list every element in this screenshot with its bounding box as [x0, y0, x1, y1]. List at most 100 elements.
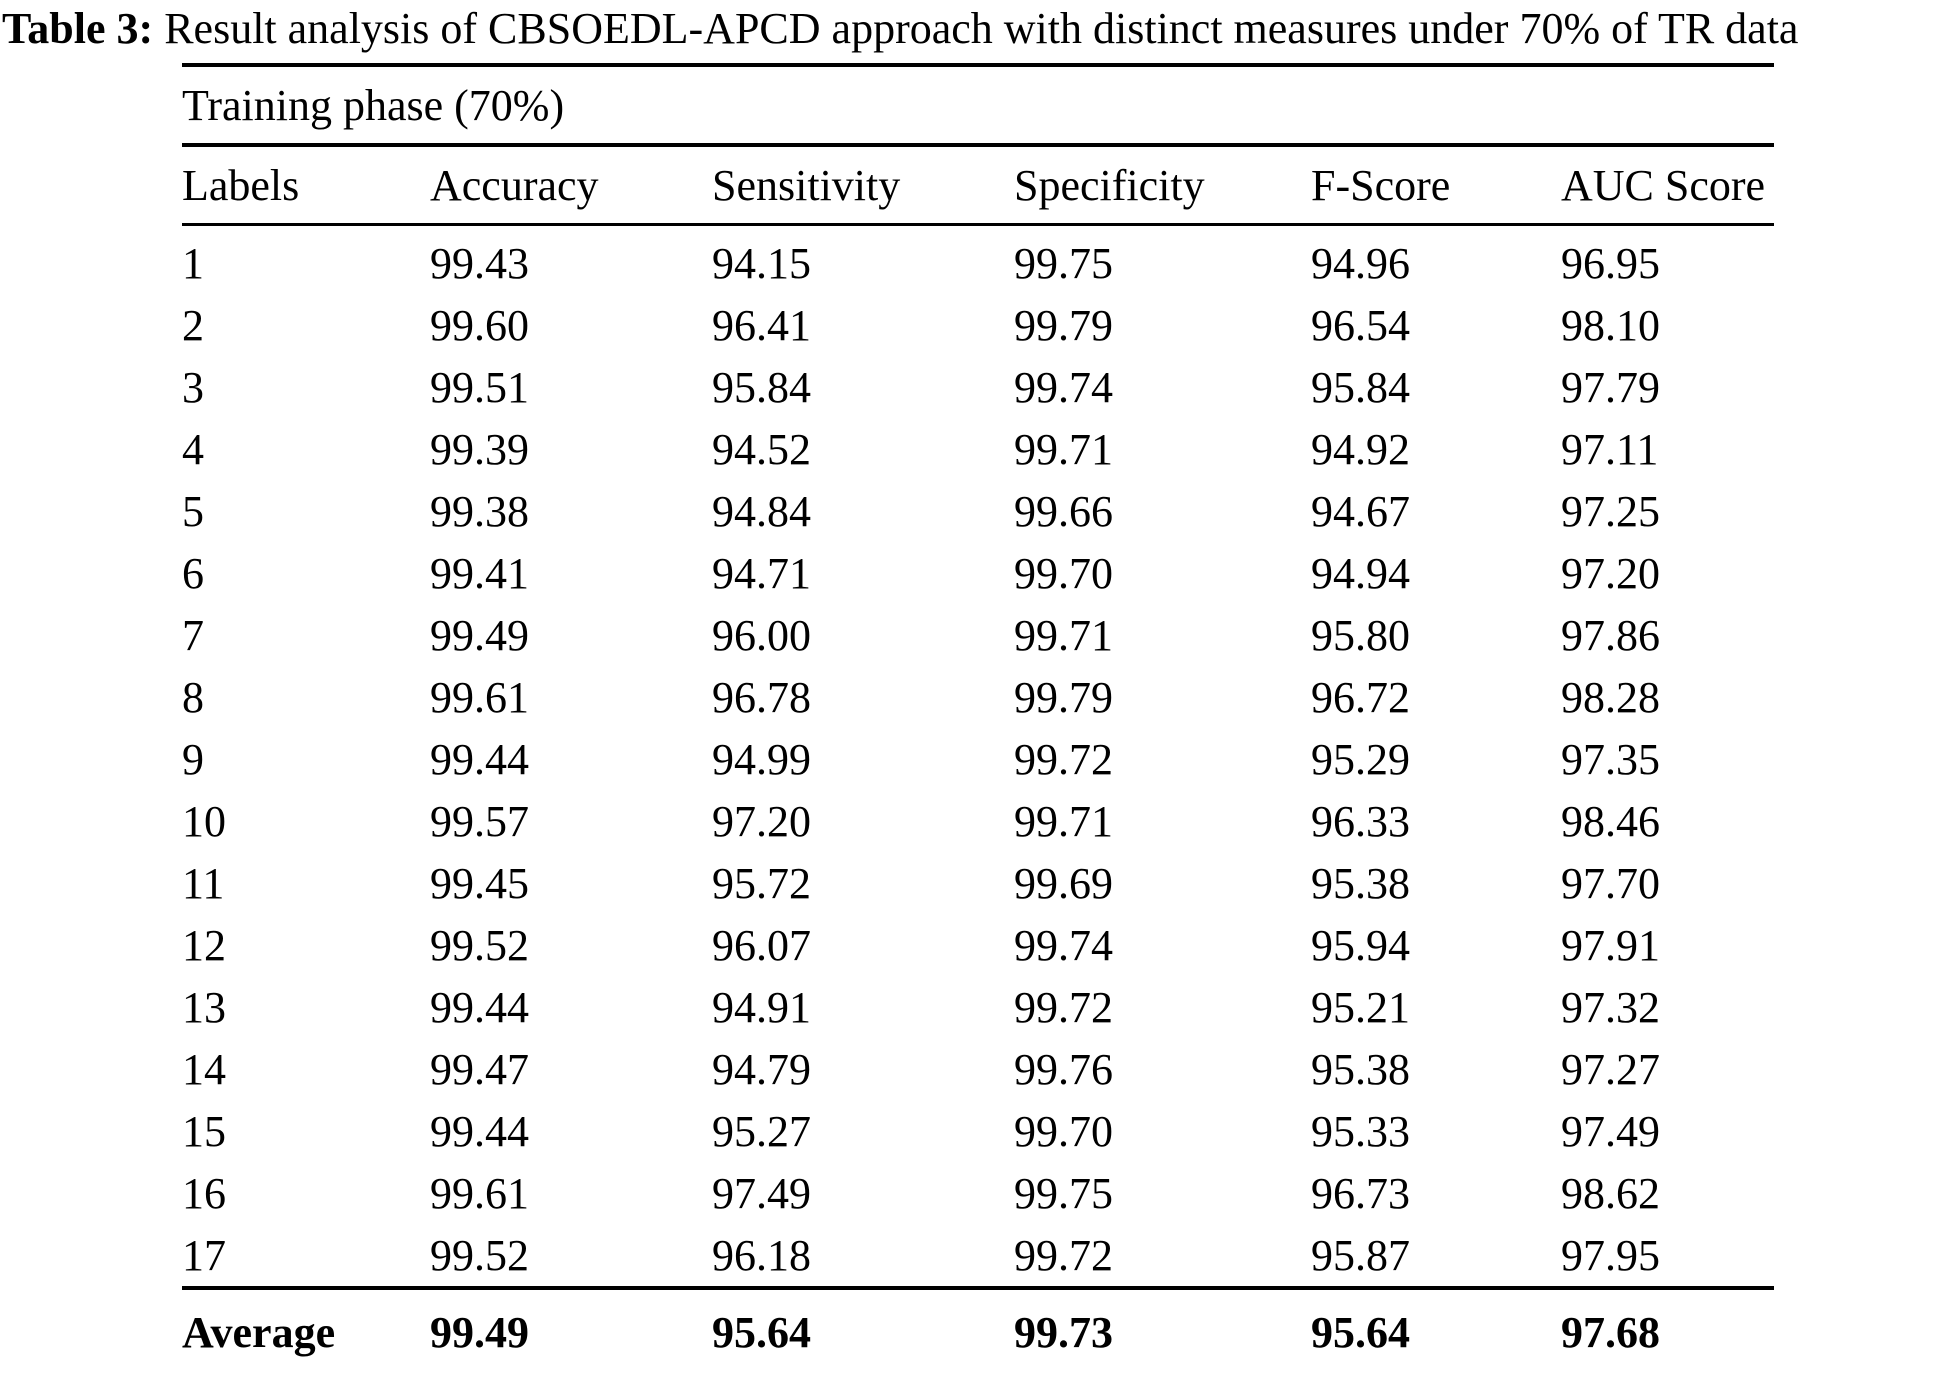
value-cell: 98.46 — [1561, 796, 1660, 846]
value-cell: 96.00 — [712, 610, 811, 660]
value-cell: 99.74 — [1014, 362, 1113, 412]
value-cell: 94.52 — [712, 424, 811, 474]
table-row: 17 99.52 96.18 99.72 95.87 97.95 — [182, 1224, 1774, 1288]
value-cell: 96.07 — [712, 920, 811, 970]
table-row: 10 99.57 97.20 99.71 96.33 98.46 — [182, 790, 1774, 852]
caption-label: Table 3: — [2, 4, 154, 53]
value-cell: 99.75 — [1014, 1168, 1113, 1218]
value-cell: 97.20 — [712, 796, 811, 846]
row-label-cell: 7 — [182, 610, 204, 660]
value-cell: 99.71 — [1014, 610, 1113, 660]
value-cell: 99.79 — [1014, 672, 1113, 722]
row-label-cell: 4 — [182, 424, 204, 474]
value-cell: 94.84 — [712, 486, 811, 536]
value-cell: 99.76 — [1014, 1044, 1113, 1094]
value-cell: 95.84 — [1311, 362, 1410, 412]
value-cell: 99.71 — [1014, 796, 1113, 846]
table-row: 8 99.61 96.78 99.79 96.72 98.28 — [182, 666, 1774, 728]
value-cell: 99.38 — [430, 486, 529, 536]
value-cell: 95.27 — [712, 1106, 811, 1156]
value-cell: 96.95 — [1561, 238, 1660, 288]
row-label-cell: 16 — [182, 1168, 226, 1218]
average-value-cell: 97.68 — [1561, 1286, 1775, 1375]
average-label-cell: Average — [182, 1286, 430, 1375]
value-cell: 94.15 — [712, 238, 811, 288]
value-cell: 94.96 — [1311, 238, 1410, 288]
value-cell: 99.69 — [1014, 858, 1113, 908]
value-cell: 97.79 — [1561, 362, 1660, 412]
row-label-cell: 14 — [182, 1044, 226, 1094]
row-label-cell: 6 — [182, 548, 204, 598]
column-header-auc-score: AUC Score — [1561, 145, 1775, 226]
column-header-specificity: Specificity — [1014, 145, 1311, 226]
value-cell: 99.43 — [430, 238, 529, 288]
table-row: 3 99.51 95.84 99.74 95.84 97.79 — [182, 356, 1774, 418]
value-cell: 94.99 — [712, 734, 811, 784]
row-label-cell: 11 — [182, 858, 225, 908]
value-cell: 99.70 — [1014, 548, 1113, 598]
table-row: 13 99.44 94.91 99.72 95.21 97.32 — [182, 976, 1774, 1038]
average-value-cell: 99.73 — [1014, 1286, 1311, 1375]
value-cell: 99.75 — [1014, 238, 1113, 288]
value-cell: 96.41 — [712, 300, 811, 350]
value-cell: 99.66 — [1014, 486, 1113, 536]
table-row: 5 99.38 94.84 99.66 94.67 97.25 — [182, 480, 1774, 542]
value-cell: 95.84 — [712, 362, 811, 412]
value-cell: 99.44 — [430, 734, 529, 784]
value-cell: 97.27 — [1561, 1044, 1660, 1094]
caption-text: Result analysis of CBSOEDL-APCD approach… — [153, 4, 1799, 53]
value-cell: 95.21 — [1311, 982, 1410, 1032]
value-cell: 99.61 — [430, 1168, 529, 1218]
row-label-cell: 15 — [182, 1106, 226, 1156]
column-header-sensitivity: Sensitivity — [712, 145, 1014, 226]
table-row: 1 99.43 94.15 99.75 94.96 96.95 — [182, 225, 1774, 295]
value-cell: 97.25 — [1561, 486, 1660, 536]
value-cell: 95.87 — [1311, 1230, 1410, 1280]
value-cell: 96.73 — [1311, 1168, 1410, 1218]
value-cell: 94.71 — [712, 548, 811, 598]
value-cell: 96.72 — [1311, 672, 1410, 722]
value-cell: 99.60 — [430, 300, 529, 350]
row-label-cell: 9 — [182, 734, 204, 784]
table-row: 11 99.45 95.72 99.69 95.38 97.70 — [182, 852, 1774, 914]
column-header-row: Labels Accuracy Sensitivity Specificity F-Sc… — [182, 145, 1775, 226]
row-label-cell: 1 — [182, 238, 204, 288]
value-cell: 99.61 — [430, 672, 529, 722]
value-cell: 99.39 — [430, 424, 529, 474]
value-cell: 97.49 — [1561, 1106, 1660, 1156]
column-header-accuracy: Accuracy — [430, 145, 712, 226]
value-cell: 97.11 — [1561, 424, 1659, 474]
value-cell: 97.91 — [1561, 920, 1660, 970]
value-cell: 95.72 — [712, 858, 811, 908]
row-label-cell: 12 — [182, 920, 226, 970]
value-cell: 95.38 — [1311, 1044, 1410, 1094]
value-cell: 96.54 — [1311, 300, 1410, 350]
value-cell: 99.72 — [1014, 982, 1113, 1032]
value-cell: 99.74 — [1014, 920, 1113, 970]
value-cell: 94.94 — [1311, 548, 1410, 598]
value-cell: 94.79 — [712, 1044, 811, 1094]
value-cell: 96.78 — [712, 672, 811, 722]
value-cell: 99.41 — [430, 548, 529, 598]
column-header-f-score: F-Score — [1311, 145, 1561, 226]
average-row: Average 99.49 95.64 99.73 95.64 97.68 — [182, 1286, 1775, 1375]
table-row: 2 99.60 96.41 99.79 96.54 98.10 — [182, 294, 1774, 356]
average-value-cell: 95.64 — [1311, 1286, 1561, 1375]
row-label-cell: 8 — [182, 672, 204, 722]
value-cell: 95.94 — [1311, 920, 1410, 970]
value-cell: 97.95 — [1561, 1230, 1660, 1280]
value-cell: 99.45 — [430, 858, 529, 908]
value-cell: 95.29 — [1311, 734, 1410, 784]
value-cell: 99.52 — [430, 1230, 529, 1280]
table-row: 9 99.44 94.99 99.72 95.29 97.35 — [182, 728, 1774, 790]
value-cell: 98.10 — [1561, 300, 1660, 350]
table-row: 16 99.61 97.49 99.75 96.73 98.62 — [182, 1162, 1774, 1224]
value-cell: 99.51 — [430, 362, 529, 412]
value-cell: 99.72 — [1014, 734, 1113, 784]
value-cell: 97.70 — [1561, 858, 1660, 908]
results-table: Training phase (70%) Labels Accuracy Sensi… — [182, 63, 1775, 1375]
value-cell: 97.20 — [1561, 548, 1660, 598]
value-cell: 94.91 — [712, 982, 811, 1032]
value-cell: 94.67 — [1311, 486, 1410, 536]
value-cell: 97.49 — [712, 1168, 811, 1218]
